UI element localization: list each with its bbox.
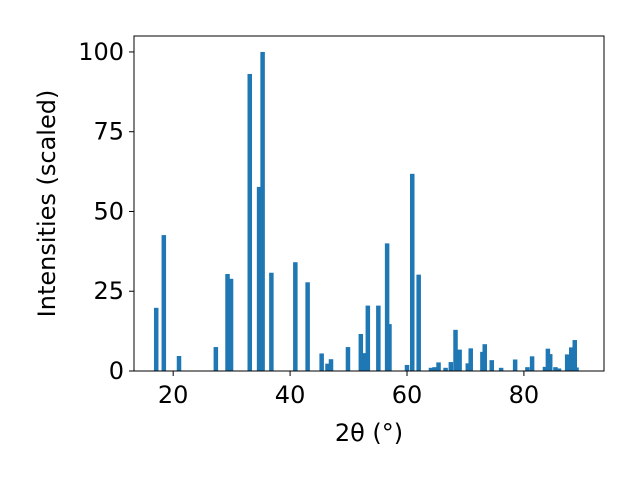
x-axis-label: 2θ (°) <box>335 419 403 447</box>
bar <box>529 356 535 371</box>
bar <box>574 367 579 371</box>
bar <box>213 347 219 371</box>
bar <box>428 367 434 371</box>
x-tick-label: 20 <box>158 381 189 409</box>
y-axis-ticks: 0 25 50 75 100 <box>78 38 134 385</box>
bar <box>269 272 274 371</box>
bar <box>384 243 390 371</box>
bar <box>256 186 262 371</box>
bar <box>569 347 574 371</box>
bar <box>305 282 310 371</box>
bar <box>328 359 334 371</box>
bar <box>542 366 548 371</box>
bar <box>453 329 458 371</box>
x-axis-ticks: 20 40 60 80 <box>158 371 539 409</box>
bar <box>489 360 495 371</box>
bar <box>228 278 234 371</box>
bar <box>358 333 364 371</box>
bar <box>325 363 330 371</box>
bar <box>319 353 324 371</box>
y-tick-label: 100 <box>78 38 124 66</box>
bar <box>176 356 182 371</box>
bar <box>448 362 454 371</box>
x-tick-label: 80 <box>509 381 540 409</box>
bar <box>376 305 381 371</box>
bar <box>525 367 530 371</box>
x-tick-label: 40 <box>275 381 306 409</box>
bar <box>553 367 558 371</box>
bar <box>247 73 252 371</box>
bar <box>512 359 518 371</box>
bar <box>404 364 410 371</box>
bar <box>387 324 392 371</box>
bar <box>564 354 570 371</box>
bar <box>161 235 167 371</box>
bar <box>436 362 441 371</box>
x-tick-label: 60 <box>392 381 423 409</box>
bar <box>480 351 485 371</box>
plot-frame <box>133 35 605 372</box>
bar <box>153 307 159 371</box>
bar <box>556 368 562 371</box>
bar <box>345 347 351 371</box>
bars-group <box>153 51 579 371</box>
y-tick-label: 25 <box>93 277 124 305</box>
bar <box>225 274 230 371</box>
bar <box>482 344 487 371</box>
bar <box>432 367 437 371</box>
bar <box>293 262 298 371</box>
bar <box>365 305 371 371</box>
bar <box>410 173 415 371</box>
bar <box>457 349 462 371</box>
bar <box>547 354 553 371</box>
bar <box>416 274 421 371</box>
y-axis-label: Intensities (scaled) <box>33 90 61 318</box>
bar <box>362 353 368 371</box>
bar <box>572 340 578 371</box>
y-tick-label: 50 <box>93 197 124 225</box>
bar <box>443 367 448 371</box>
y-tick-label: 0 <box>109 357 124 385</box>
y-tick-label: 75 <box>93 118 124 146</box>
bar <box>468 348 473 371</box>
bar <box>465 363 471 371</box>
bar <box>498 367 504 371</box>
bar <box>545 348 551 371</box>
bar <box>260 51 265 371</box>
